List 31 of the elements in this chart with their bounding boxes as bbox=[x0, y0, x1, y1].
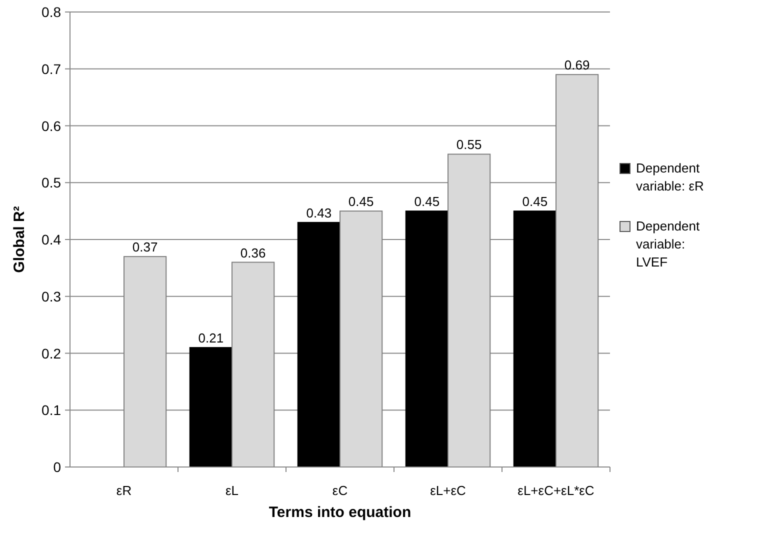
bar bbox=[297, 222, 340, 468]
x-tick-label: εL+εC+εL*εC bbox=[518, 483, 594, 498]
y-tick-label: 0.5 bbox=[42, 174, 62, 191]
y-tick-label: 0.8 bbox=[42, 4, 62, 20]
bar bbox=[189, 347, 232, 468]
data-label: 0.37 bbox=[132, 240, 158, 255]
y-axis-title: Global R² bbox=[11, 206, 28, 273]
x-tick-label: εL bbox=[225, 483, 239, 498]
x-tick-label: εL+εC bbox=[430, 483, 466, 498]
y-tick-label: 0.3 bbox=[42, 288, 62, 304]
x-tick-label: εR bbox=[116, 483, 132, 498]
data-label: 0.45 bbox=[522, 194, 548, 210]
y-tick-label: 0.7 bbox=[42, 60, 62, 77]
legend-label: Dependent variable: εR bbox=[636, 160, 704, 194]
data-label: 0.43 bbox=[306, 205, 332, 220]
bar bbox=[513, 210, 556, 468]
y-tick-label: 0.2 bbox=[42, 345, 62, 362]
y-tick-label: 0.1 bbox=[42, 402, 62, 418]
data-label: 0.36 bbox=[240, 245, 266, 260]
data-label: 0.55 bbox=[456, 137, 482, 152]
legend-label: Dependent variable: LVEF bbox=[636, 218, 700, 270]
y-tick-label: 0.6 bbox=[42, 118, 62, 134]
data-label: 0.45 bbox=[414, 194, 440, 210]
data-label: 0.21 bbox=[198, 330, 224, 346]
bar bbox=[405, 210, 448, 468]
data-label: 0.45 bbox=[348, 194, 374, 210]
data-label: 0.69 bbox=[564, 58, 590, 73]
x-axis-title: Terms into equation bbox=[268, 504, 412, 521]
y-tick-label: 0.4 bbox=[42, 232, 62, 248]
x-tick-label: εC bbox=[332, 483, 348, 498]
y-tick-label: 0 bbox=[53, 459, 62, 475]
